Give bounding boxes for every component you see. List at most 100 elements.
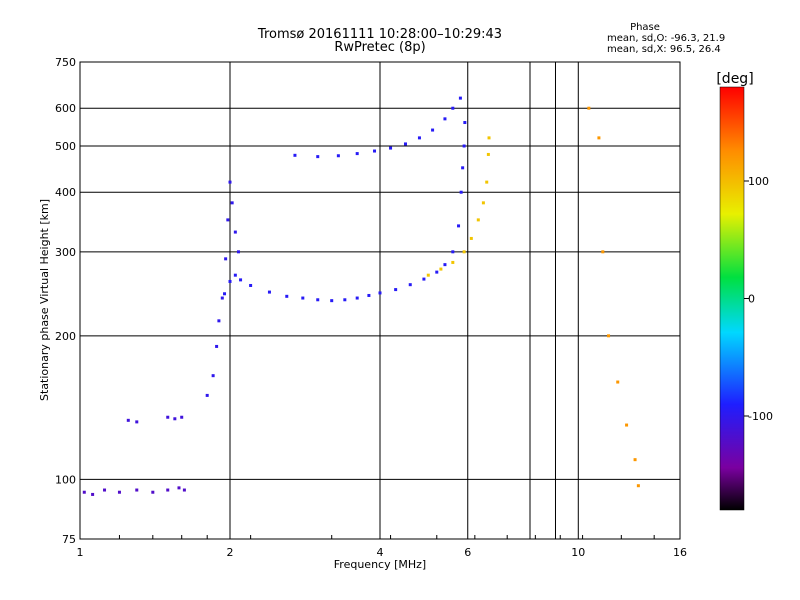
echo-point xyxy=(355,152,359,156)
echo-point xyxy=(451,260,455,264)
x-tick-label: 6 xyxy=(464,546,471,559)
echo-point xyxy=(236,250,240,254)
echo-point xyxy=(91,492,95,496)
echo-point xyxy=(636,484,640,488)
echo-point xyxy=(373,149,377,153)
echo-point xyxy=(587,106,591,110)
echo-point xyxy=(135,420,139,424)
grid-lines xyxy=(80,62,680,539)
echo-point xyxy=(301,296,305,300)
echo-point xyxy=(166,415,170,419)
x-tick-label: 4 xyxy=(377,546,384,559)
echo-point xyxy=(439,267,443,271)
echo-point xyxy=(403,142,407,146)
echo-point xyxy=(316,155,320,159)
echo-point xyxy=(601,250,605,254)
echo-point xyxy=(249,283,253,287)
y-tick-label: 750 xyxy=(55,56,76,69)
echo-point xyxy=(239,278,243,282)
echo-point xyxy=(177,486,181,490)
y-tick-label: 500 xyxy=(55,140,76,153)
x-tick-label: 2 xyxy=(227,546,234,559)
echo-point xyxy=(422,277,426,281)
echo-point xyxy=(217,319,221,323)
echo-point xyxy=(226,218,230,222)
y-axis-ticks: 75 100 200 300 400 500 600 750 xyxy=(55,56,76,546)
echo-point xyxy=(394,288,398,292)
y-tick-label: 200 xyxy=(55,330,76,343)
echo-point xyxy=(233,273,237,277)
echo-point xyxy=(82,490,86,494)
x-tick-label: 10 xyxy=(571,546,585,559)
echo-point xyxy=(367,293,371,297)
x-axis-label: Frequency [MHz] xyxy=(334,558,426,571)
echo-point xyxy=(135,488,139,492)
x-axis-ticks: 1 2 4 6 10 16 xyxy=(77,535,687,559)
echo-point xyxy=(316,298,320,302)
echo-point xyxy=(481,201,485,205)
echo-point xyxy=(469,236,473,240)
echo-point xyxy=(223,292,227,296)
echo-point xyxy=(180,415,184,419)
echo-point xyxy=(462,144,466,148)
y-tick-label: 600 xyxy=(55,102,76,115)
echo-point xyxy=(597,136,601,140)
echo-point xyxy=(182,488,186,492)
echo-point xyxy=(117,490,121,494)
colorbar-ticks: 100 0 -100 xyxy=(744,175,773,423)
echo-point xyxy=(224,257,228,261)
echo-point xyxy=(443,117,447,121)
echo-point xyxy=(435,270,439,274)
echo-point xyxy=(485,180,489,184)
phase-stats-heading: Phase xyxy=(630,22,660,33)
echo-point xyxy=(215,344,219,348)
echo-point xyxy=(461,166,465,170)
echo-point xyxy=(457,224,461,228)
echo-point xyxy=(625,423,629,427)
echo-point xyxy=(126,418,130,422)
echo-point xyxy=(285,294,289,298)
echo-point xyxy=(443,263,447,267)
echo-point xyxy=(267,290,271,294)
y-tick-label: 300 xyxy=(55,246,76,259)
echo-point xyxy=(487,136,491,140)
echo-point xyxy=(458,96,462,100)
echo-point xyxy=(417,136,421,140)
echo-point xyxy=(451,250,455,254)
y-tick-label: 100 xyxy=(55,473,76,486)
y-tick-label: 75 xyxy=(62,533,76,546)
colorbar-tick-label: -100 xyxy=(748,410,773,423)
echo-point xyxy=(408,283,412,287)
echo-point xyxy=(343,298,347,302)
echo-point xyxy=(336,154,340,158)
x-tick-label: 16 xyxy=(673,546,687,559)
echo-points xyxy=(82,96,640,496)
echo-point xyxy=(459,190,463,194)
echo-point xyxy=(166,488,170,492)
echo-point xyxy=(462,250,466,254)
echo-point xyxy=(330,299,334,303)
colorbar xyxy=(719,86,745,511)
echo-point xyxy=(463,121,467,125)
echo-point xyxy=(451,106,455,110)
y-axis-label: Stationary phase Virtual Height [km] xyxy=(38,199,51,401)
colorbar-tick-label: 0 xyxy=(748,293,755,306)
colorbar-label: [deg] xyxy=(716,71,753,87)
phase-stats-o-mode: mean, sd,O: -96.3, 21.9 xyxy=(607,33,726,44)
echo-point xyxy=(355,296,359,300)
echo-point xyxy=(389,146,393,150)
chart-title: Tromsø 20161111 10:28:00–10:29:43 xyxy=(257,27,503,42)
echo-point xyxy=(103,488,107,492)
echo-point xyxy=(230,201,234,205)
echo-point xyxy=(616,380,620,384)
echo-point xyxy=(151,490,155,494)
echo-point xyxy=(293,153,297,157)
echo-point xyxy=(476,218,480,222)
echo-point xyxy=(211,374,215,378)
echo-point xyxy=(173,417,177,421)
phase-stats-x-mode: mean, sd,X: 96.5, 26.4 xyxy=(607,44,721,55)
echo-point xyxy=(633,458,637,462)
chart-subtitle: RwPretec (8p) xyxy=(334,40,426,55)
echo-point xyxy=(426,273,430,277)
